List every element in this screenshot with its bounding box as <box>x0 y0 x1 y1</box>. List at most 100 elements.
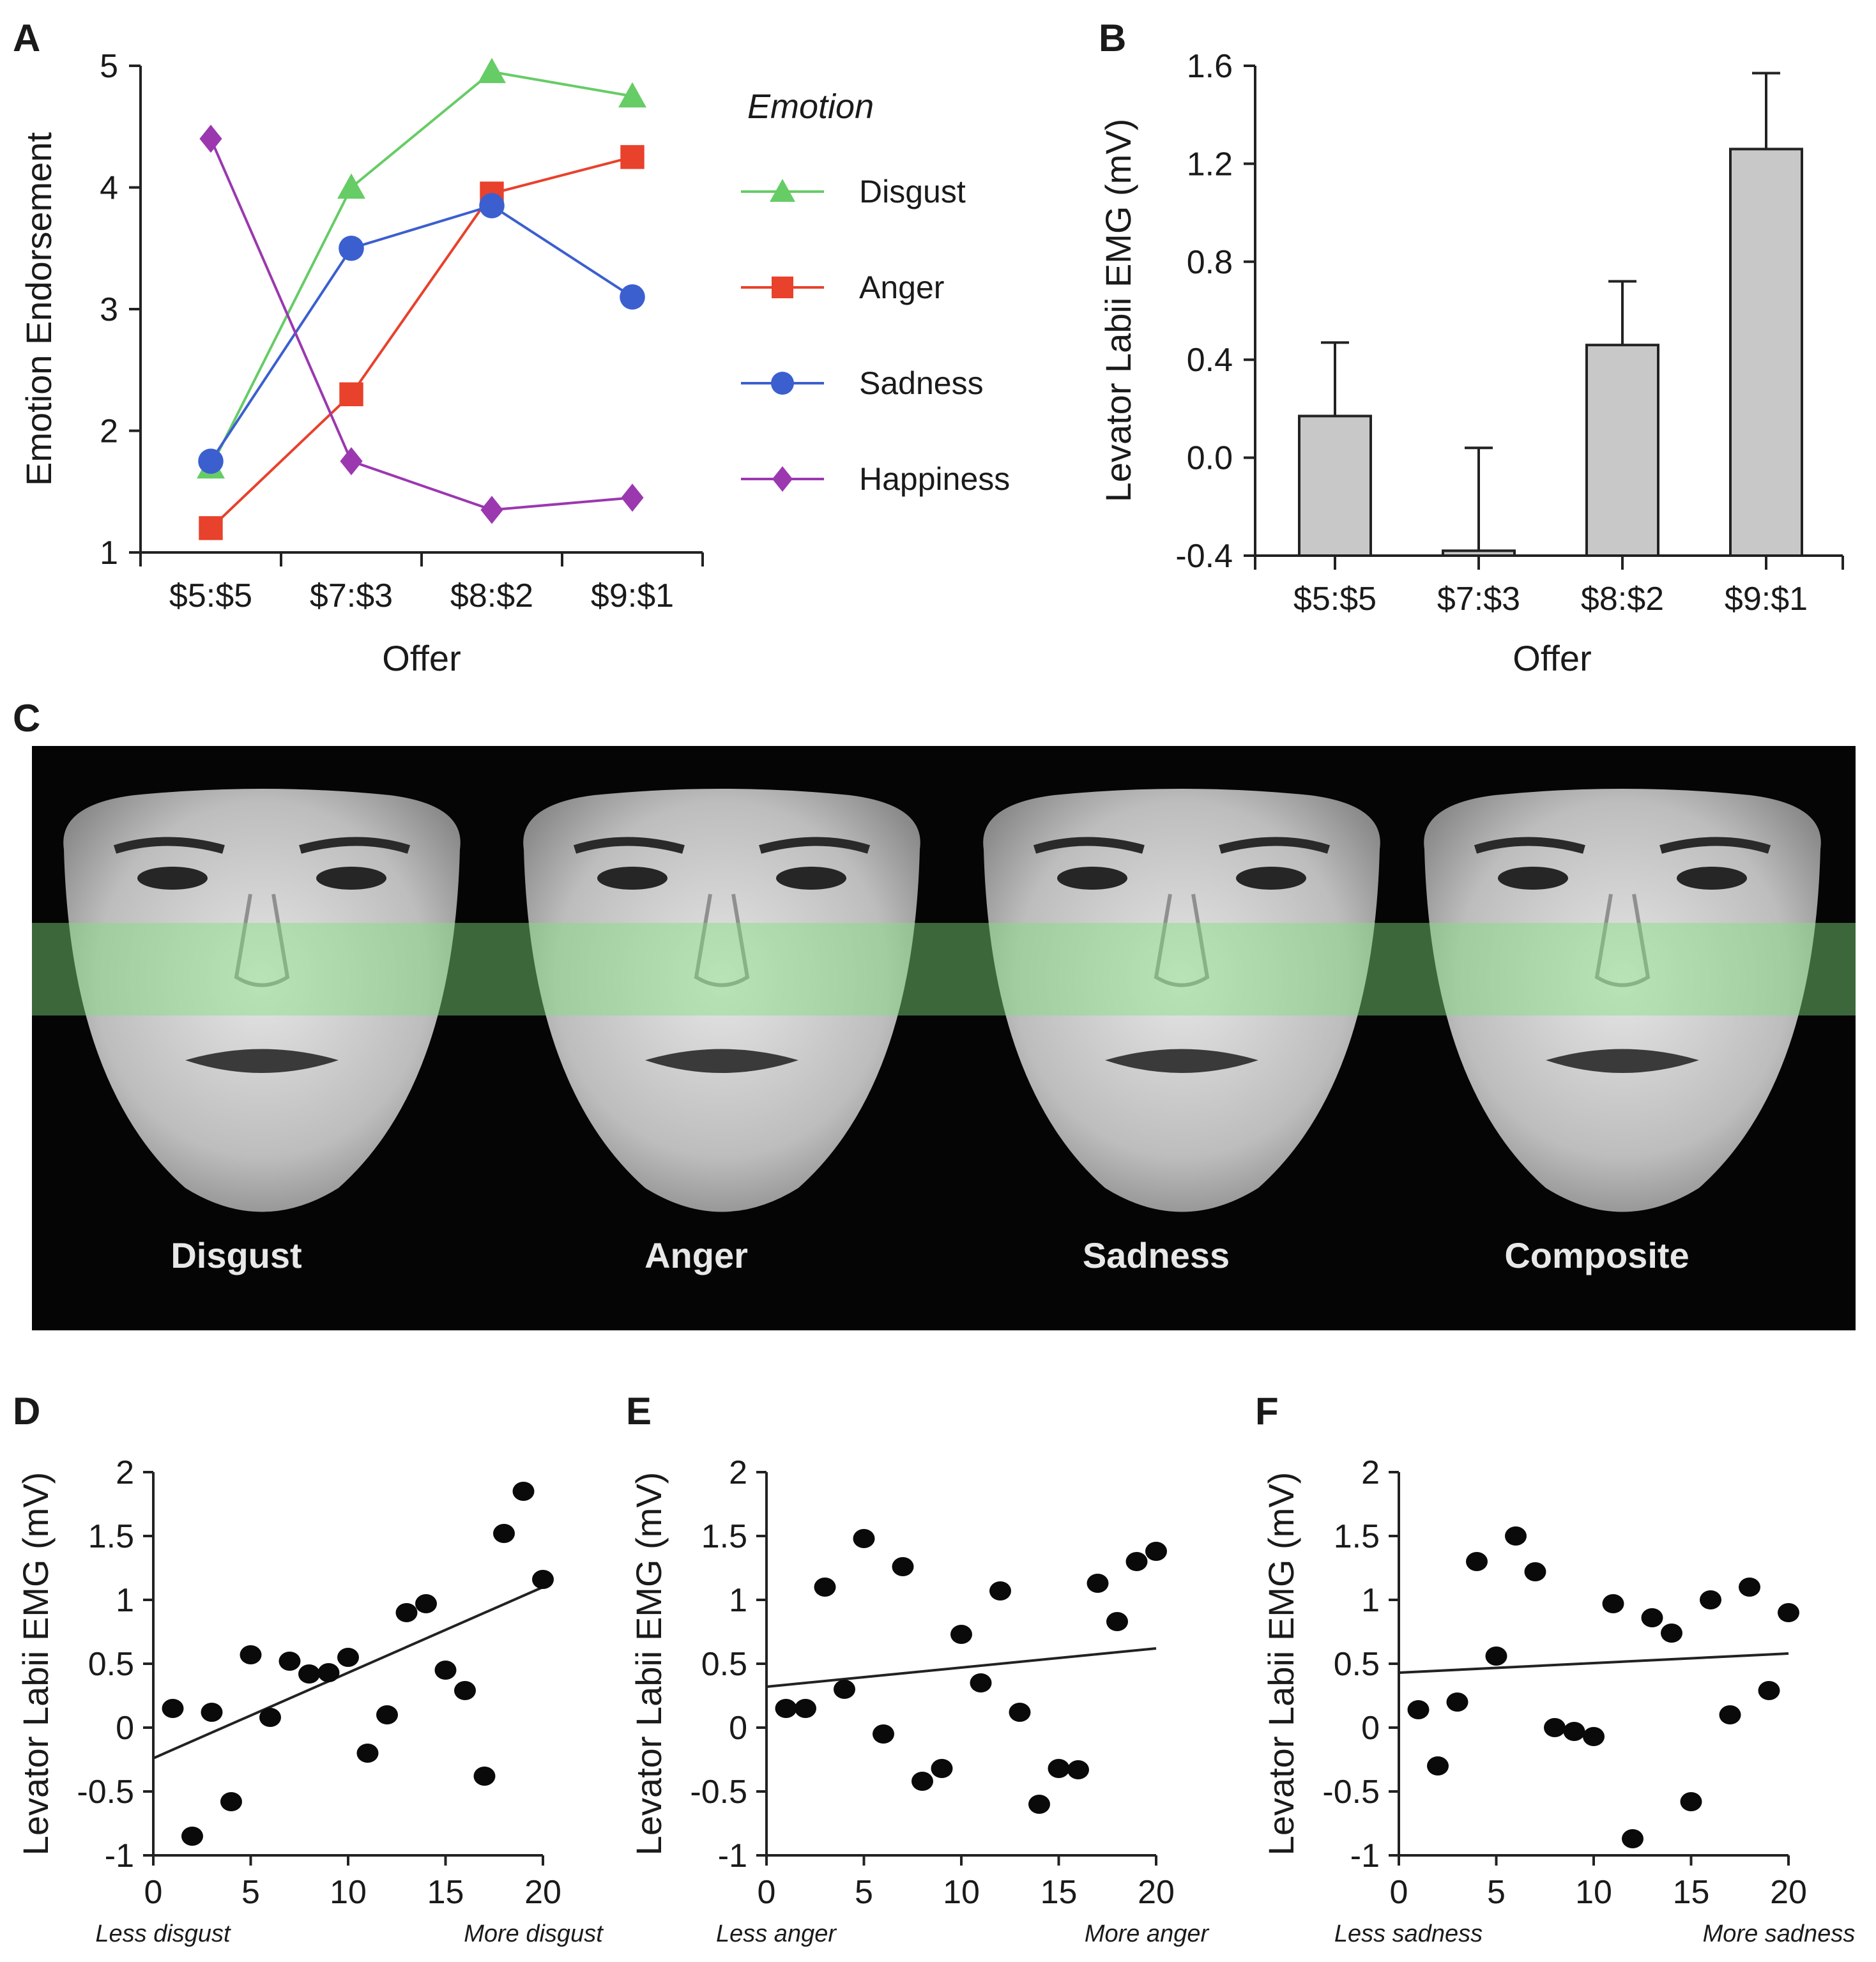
y-tick-label: 0 <box>1361 1710 1380 1747</box>
right-eye <box>1677 867 1747 890</box>
y-tick-label: 0 <box>729 1710 747 1747</box>
left-brow <box>113 837 225 854</box>
panel-letter-c: C <box>13 697 40 740</box>
scatter-point <box>434 1661 457 1680</box>
scatter-point <box>162 1699 184 1718</box>
scatter-point <box>1622 1829 1643 1848</box>
left-brow <box>1474 837 1585 854</box>
scatter-point <box>1087 1574 1109 1593</box>
left-brow <box>573 837 685 854</box>
x-tick-label-a: $5:$5 <box>169 577 252 614</box>
left-eye <box>1057 867 1127 890</box>
nose <box>694 894 750 987</box>
trend-line <box>766 1647 1157 1688</box>
scatter-point <box>834 1680 855 1699</box>
y-tick-label-b: 0.0 <box>1187 440 1233 477</box>
scatter-point <box>395 1603 418 1622</box>
nose <box>1594 894 1651 987</box>
y-tick-label: 1.5 <box>1334 1518 1380 1555</box>
mouth <box>185 1049 339 1073</box>
y-tick-label: 1 <box>1361 1582 1380 1619</box>
x-high-note: More anger <box>1085 1920 1210 1947</box>
y-tick-label-b: 1.6 <box>1187 48 1233 85</box>
scatter-point <box>892 1557 914 1576</box>
scatter-point <box>1505 1526 1527 1546</box>
y-tick-label: -1 <box>1350 1837 1380 1875</box>
scatter-point <box>873 1724 894 1744</box>
scatter-point <box>1028 1795 1050 1814</box>
scatter-point <box>473 1767 496 1786</box>
face-label-anger: Anger <box>644 1235 748 1275</box>
bar-3 <box>1729 148 1803 557</box>
scatter-point <box>1407 1700 1430 1719</box>
scatter-point <box>1700 1590 1721 1609</box>
x-tick-label: 15 <box>1673 1874 1710 1911</box>
face-label-sadness: Sadness <box>1083 1235 1230 1275</box>
scatter-point <box>1427 1756 1449 1776</box>
scatter-point <box>1106 1612 1128 1631</box>
panel-letter-a: A <box>13 17 40 59</box>
scatter-point <box>493 1524 515 1543</box>
y-tick-label: -0.5 <box>77 1774 134 1811</box>
x-tick-label: 20 <box>524 1874 561 1911</box>
panel-letter-f: F <box>1255 1390 1279 1433</box>
x-low-note: Less disgust <box>95 1920 231 1947</box>
face-outline <box>523 789 920 1212</box>
nose <box>234 894 290 987</box>
panel-c-face-images: C Disgust Anger Sadness Composite <box>13 697 1856 1330</box>
y-tick-label: -1 <box>105 1837 134 1875</box>
x-high-note: More sadness <box>1703 1920 1856 1947</box>
y-tick-label: 1.5 <box>701 1518 747 1555</box>
scatter-point <box>950 1625 972 1644</box>
trend-line <box>1398 1652 1789 1674</box>
panel-letter-e: E <box>626 1390 652 1433</box>
x-tick-label-b: $9:$1 <box>1725 581 1808 618</box>
y-axis-title-a: Emotion Endorsement <box>19 132 59 487</box>
scatter-point <box>278 1652 301 1671</box>
series-line-sadness <box>210 204 634 462</box>
panel-f-scatter: F Levator Labii EMG (mV)-1-0.500.511.520… <box>1255 1390 1855 1947</box>
scatter-point <box>240 1645 262 1664</box>
scatter-point <box>1778 1603 1799 1622</box>
scatter-point <box>970 1673 992 1692</box>
y-tick-label-a: 5 <box>100 48 118 85</box>
scatter-point <box>775 1699 797 1718</box>
x-tick-label-b: $5:$5 <box>1293 581 1376 618</box>
y-tick-label-b: 0.8 <box>1187 244 1233 281</box>
mouth <box>1546 1049 1699 1073</box>
point-sadness <box>620 284 645 310</box>
right-brow <box>299 837 411 854</box>
scatter-point <box>1485 1646 1507 1666</box>
scatter-point <box>356 1744 379 1763</box>
x-tick-label: 15 <box>1041 1874 1078 1911</box>
y-tick-label: 1 <box>116 1582 134 1619</box>
scatter-point <box>454 1681 476 1700</box>
x-axis-title-b: Offer <box>1513 638 1591 678</box>
left-eye <box>1498 867 1568 890</box>
scatter-point <box>1758 1681 1780 1700</box>
face-label-disgust: Disgust <box>171 1235 301 1275</box>
y-tick-label-a: 1 <box>100 535 118 572</box>
scatter-point <box>298 1664 320 1684</box>
x-axis-title-a: Offer <box>382 638 461 678</box>
y-tick-label: 0.5 <box>1334 1646 1380 1683</box>
scatter-point <box>1544 1718 1566 1737</box>
x-tick-label-a: $8:$2 <box>450 577 533 614</box>
panel-b-bar-chart: B Levator Labii EMG (mV) Offer -0.4 0.0 0.… <box>1098 17 1844 678</box>
point-happiness <box>621 483 644 512</box>
y-tick-label: 1 <box>729 1582 747 1619</box>
mouth <box>645 1049 798 1073</box>
scatter-point <box>1145 1542 1167 1561</box>
x-tick-label: 10 <box>330 1874 367 1911</box>
x-tick-label: 5 <box>855 1874 873 1911</box>
x-tick-label-b: $8:$2 <box>1581 581 1664 618</box>
series-line-anger <box>210 155 633 529</box>
panel-d-scatter: D Levator Labii EMG (mV)-1-0.500.511.520… <box>13 1390 604 1947</box>
right-eye <box>1236 867 1306 890</box>
scatter-point <box>989 1581 1011 1601</box>
panel-e-scatter: E Levator Labii EMG (mV)-1-0.500.511.520… <box>626 1390 1210 1947</box>
y-tick-label: 2 <box>729 1454 747 1491</box>
scatter-point <box>795 1699 816 1718</box>
scatter-point <box>532 1570 554 1589</box>
